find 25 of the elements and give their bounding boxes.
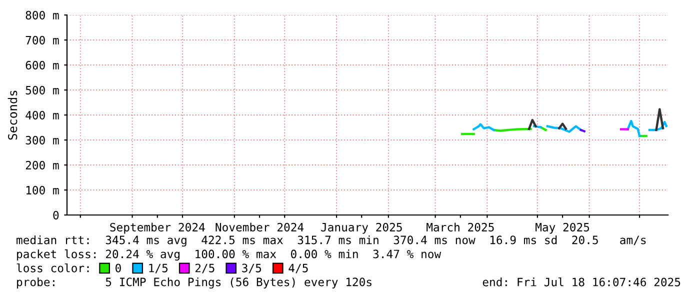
x-tick-label: January 2025 [321, 222, 402, 234]
x-tick-label: March 2025 [426, 222, 494, 232]
legend-label: 0 [116, 264, 121, 272]
x-tick-label: May 2025 [536, 222, 590, 234]
text: median rtt: 345.4 ms avg 422.5 ms max 315.7 ms min 370.4 ms now 16.9 ms sd 20.5 am/s [16, 235, 646, 247]
y-tick-label: 400 m [26, 110, 59, 120]
legend-label: 1/5 [149, 264, 168, 274]
x-tick-label: November 2024 [216, 222, 304, 232]
text: end: Fri Jul 18 16:07:46 2025 [482, 277, 680, 286]
y-tick-label: 500 m [26, 86, 59, 95]
y-tick-label: 700 m [26, 36, 59, 45]
legend-title: loss color: [16, 263, 89, 272]
legend-label: 3/5 [242, 264, 262, 274]
y-tick-label: 300 m [26, 136, 59, 145]
y-tick-label: 800 m [26, 10, 59, 20]
legend-label: 4/5 [288, 264, 308, 274]
y-tick-label: 600 m [26, 60, 59, 70]
text: probe: 5 ICMP Echo Pings (56 Bytes) every 120s [17, 277, 372, 289]
y-tick-label: 200 m [26, 160, 59, 170]
y-tick-label: 0 [53, 210, 59, 220]
legend-label: 2/5 [195, 264, 214, 274]
x-tick-label: September 2024 [110, 222, 205, 234]
text: packet loss: 20.24 % avg 100.00 % max 0.00 % min 3.47 % now [17, 249, 442, 261]
y-tick-label: 100 m [26, 186, 59, 195]
y-axis-title: Seconds [8, 90, 18, 140]
